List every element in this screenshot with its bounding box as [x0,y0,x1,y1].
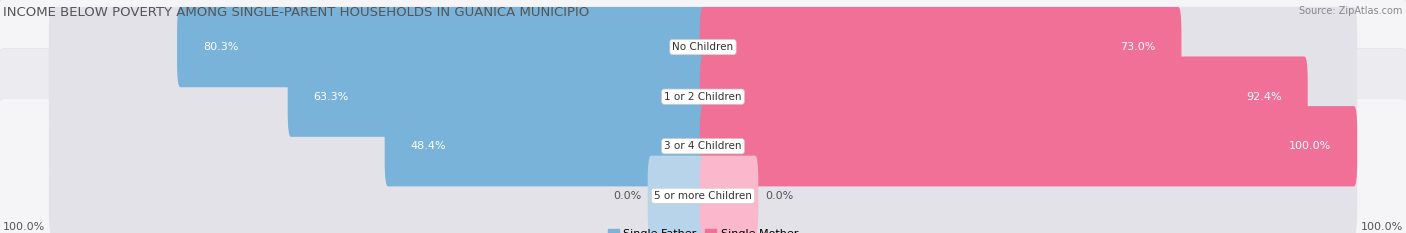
Text: 0.0%: 0.0% [613,191,641,201]
Text: 80.3%: 80.3% [202,42,239,52]
FancyBboxPatch shape [0,49,1406,233]
Text: 100.0%: 100.0% [1361,222,1403,232]
FancyBboxPatch shape [648,156,706,233]
Text: 92.4%: 92.4% [1246,92,1282,102]
Text: No Children: No Children [672,42,734,52]
FancyBboxPatch shape [700,7,1357,87]
FancyBboxPatch shape [0,0,1406,194]
FancyBboxPatch shape [49,106,706,186]
Text: 1 or 2 Children: 1 or 2 Children [664,92,742,102]
FancyBboxPatch shape [700,106,1357,186]
Text: 100.0%: 100.0% [1289,141,1331,151]
FancyBboxPatch shape [0,0,1406,145]
FancyBboxPatch shape [177,7,706,87]
FancyBboxPatch shape [700,7,1181,87]
Text: Source: ZipAtlas.com: Source: ZipAtlas.com [1299,7,1403,17]
Text: 48.4%: 48.4% [411,141,446,151]
Text: INCOME BELOW POVERTY AMONG SINGLE-PARENT HOUSEHOLDS IN GUANICA MUNICIPIO: INCOME BELOW POVERTY AMONG SINGLE-PARENT… [3,7,589,19]
FancyBboxPatch shape [700,106,1357,186]
Text: 0.0%: 0.0% [765,191,793,201]
FancyBboxPatch shape [700,156,758,233]
FancyBboxPatch shape [49,57,706,137]
FancyBboxPatch shape [49,156,706,233]
Text: 5 or more Children: 5 or more Children [654,191,752,201]
Legend: Single Father, Single Mother: Single Father, Single Mother [607,229,799,233]
Text: 100.0%: 100.0% [3,222,45,232]
Text: 63.3%: 63.3% [314,92,349,102]
Text: 3 or 4 Children: 3 or 4 Children [664,141,742,151]
FancyBboxPatch shape [0,98,1406,233]
Text: 73.0%: 73.0% [1121,42,1156,52]
FancyBboxPatch shape [700,156,1357,233]
FancyBboxPatch shape [700,57,1308,137]
FancyBboxPatch shape [385,106,706,186]
FancyBboxPatch shape [49,7,706,87]
FancyBboxPatch shape [288,57,706,137]
FancyBboxPatch shape [700,57,1357,137]
